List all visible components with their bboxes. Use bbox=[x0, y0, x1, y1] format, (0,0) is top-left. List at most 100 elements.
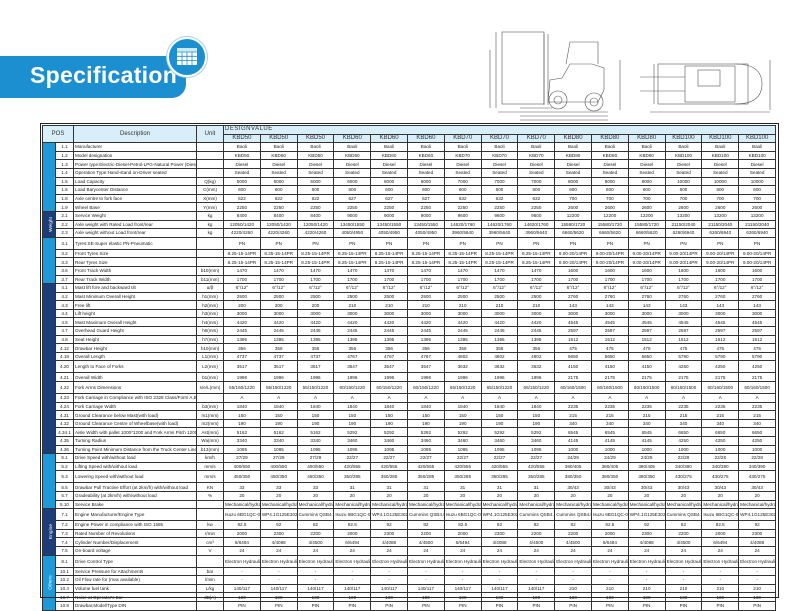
value-cell: 190 bbox=[296, 418, 335, 429]
value-cell: 1996 bbox=[296, 372, 335, 383]
table-row: 1.3 Power type:Electric-Diesel-Petrol-LPG… bbox=[43, 159, 777, 169]
value-cell: 5790 bbox=[664, 351, 703, 362]
row-pos: 1.6 bbox=[54, 185, 75, 195]
row-pos: 4.20 bbox=[54, 360, 75, 374]
value-cell: 4220/4260 bbox=[296, 228, 335, 238]
value-cell: 4545 bbox=[738, 317, 777, 328]
value-cell: 22/27 bbox=[370, 453, 408, 463]
table-row: 4.4 Lift height h3(mm) 3000 3000 3000 3000 3000… bbox=[43, 308, 777, 319]
value-cell: 190 bbox=[517, 418, 556, 429]
value-cell: Diesel bbox=[407, 159, 445, 169]
value-cell: Seated bbox=[554, 167, 592, 178]
value-cell: 600 bbox=[443, 185, 482, 195]
value-cell: 4/4088 bbox=[259, 537, 298, 547]
row-unit: h10(mm) bbox=[196, 343, 225, 353]
value-cell: 1840 bbox=[370, 401, 408, 412]
value-cell: 6000 bbox=[333, 176, 372, 187]
value-cell: 1996 bbox=[370, 372, 408, 383]
value-cell: 4250 bbox=[738, 436, 777, 446]
value-cell: 4/4088 bbox=[370, 537, 408, 547]
value-cell: 600 bbox=[259, 185, 298, 195]
value-cell: 1840 bbox=[223, 401, 261, 412]
section-label-text: Engine bbox=[48, 524, 54, 540]
value-cell: 2300 bbox=[480, 528, 519, 539]
row-pos: 4.36 bbox=[54, 444, 75, 455]
value-cell: Isuzu 6BG1QC-02 bbox=[333, 508, 372, 522]
row-description: Model designation bbox=[73, 150, 198, 161]
value-cell: 400/550 bbox=[259, 461, 298, 472]
value-cell: 8.25-15-14PR bbox=[296, 257, 335, 267]
value-cell: KBD50 bbox=[223, 150, 261, 161]
value-cell: 9.00-20/14PR bbox=[664, 257, 703, 267]
value-cell: 4420 bbox=[296, 317, 335, 328]
value-cell: 2175 bbox=[701, 372, 740, 383]
value-cell: 210 bbox=[333, 300, 372, 310]
value-cell: - bbox=[370, 575, 408, 585]
value-cell: PN bbox=[443, 236, 482, 250]
value-cell: 2250 bbox=[443, 202, 482, 212]
value-cell: KBD50 bbox=[296, 150, 335, 161]
value-cell: WP4.1G125E302 bbox=[627, 508, 666, 522]
value-cell: 65/150/1220 bbox=[517, 381, 556, 395]
value-cell: 4145 bbox=[627, 436, 666, 446]
value-cell: 2000 bbox=[701, 528, 740, 539]
value-cell: 3340 bbox=[223, 436, 261, 446]
value-cell: KBD100 bbox=[701, 150, 740, 161]
value-cell: 210 bbox=[664, 583, 703, 594]
value-cell: 2175 bbox=[664, 372, 703, 383]
row-pos: 2.1 bbox=[54, 210, 75, 221]
table-row: 10.4 Volume fuel tank L/kg 140/117 140/117 14… bbox=[43, 583, 777, 594]
value-cell: 2300 bbox=[738, 528, 777, 539]
value-cell: 2445 bbox=[517, 326, 556, 336]
value-cell: 21150/2040 bbox=[701, 219, 740, 230]
value-cell: 2175 bbox=[590, 372, 629, 383]
value-cell: 380/405 bbox=[554, 461, 592, 472]
value-cell: 3517 bbox=[259, 360, 298, 374]
model-column-header: KBD80 bbox=[627, 133, 666, 144]
value-cell: 5292 bbox=[517, 427, 556, 437]
row-unit bbox=[196, 150, 225, 161]
value-cell: Mechanical/hydra bbox=[333, 499, 372, 510]
value-cell: PN bbox=[738, 236, 777, 250]
value-cell: 2600 bbox=[627, 202, 666, 212]
value-cell: Seated bbox=[480, 167, 519, 178]
value-cell: Diesel bbox=[701, 159, 740, 169]
row-pos: 4.5 bbox=[54, 317, 75, 328]
row-unit bbox=[196, 167, 225, 178]
value-cell: 3000 bbox=[407, 308, 445, 319]
value-cell: 15580/1720 bbox=[590, 219, 629, 230]
row-description: Lift height bbox=[73, 308, 198, 319]
row-unit bbox=[196, 554, 225, 568]
value-cell: 4250 bbox=[701, 360, 740, 374]
row-description: Ground Clearance below Mast(with load) bbox=[73, 410, 198, 420]
value-cell: 6/6494 bbox=[701, 537, 740, 547]
table-row: 1.5 Load Capacity Q(kg) 5000 5000 5000 6000 600… bbox=[43, 176, 777, 187]
value-cell: KBD100 bbox=[664, 150, 703, 161]
value-cell: 1840 bbox=[517, 401, 556, 412]
row-unit bbox=[196, 499, 225, 510]
value-cell: 1395 bbox=[480, 334, 519, 345]
value-cell: 6°/12° bbox=[296, 283, 335, 293]
forklift-dimension-drawing bbox=[489, 31, 771, 121]
value-cell: 1700 bbox=[554, 274, 592, 285]
value-cell: 4767 bbox=[333, 351, 372, 362]
value-cell: A bbox=[296, 393, 335, 403]
row-unit: km/h bbox=[196, 453, 225, 463]
value-cell: 82 bbox=[554, 520, 592, 530]
value-cell: 200 bbox=[296, 300, 335, 310]
value-cell: 3000 bbox=[443, 308, 482, 319]
row-pos: 1.5 bbox=[54, 176, 75, 187]
row-unit: r/min bbox=[196, 528, 225, 539]
value-cell: 4767 bbox=[370, 351, 408, 362]
value-cell: 2000 bbox=[333, 528, 372, 539]
row-pos: 4.2 bbox=[54, 291, 75, 302]
value-cell: 6660/5620 bbox=[590, 228, 629, 238]
value-cell: Seated bbox=[370, 167, 408, 178]
value-cell: 9.00-20/14PR bbox=[590, 248, 629, 259]
value-cell: - bbox=[333, 575, 372, 585]
value-cell: 5000 bbox=[296, 176, 335, 187]
value-cell: 3000 bbox=[480, 308, 519, 319]
value-cell: 2500 bbox=[480, 291, 519, 302]
value-cell: 100 bbox=[590, 592, 629, 602]
value-cell: A bbox=[370, 393, 408, 403]
